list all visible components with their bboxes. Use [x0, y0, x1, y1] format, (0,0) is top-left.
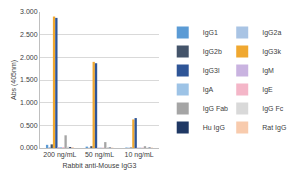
svg-text:IgG2b: IgG2b — [203, 48, 222, 56]
svg-text:IgM: IgM — [262, 67, 274, 75]
svg-text:0.000: 0.000 — [20, 144, 38, 151]
svg-text:IgG3k: IgG3k — [262, 48, 281, 56]
svg-text:Rat IgG: Rat IgG — [262, 124, 286, 132]
svg-text:1.000: 1.000 — [20, 99, 38, 106]
svg-text:Hu IgG: Hu IgG — [203, 124, 225, 132]
svg-text:10 ng/mL: 10 ng/mL — [125, 151, 154, 159]
svg-text:IgG1: IgG1 — [203, 29, 218, 37]
svg-text:IgG3l: IgG3l — [203, 67, 220, 75]
svg-text:50 ng/mL: 50 ng/mL — [85, 151, 114, 159]
svg-text:IgA: IgA — [203, 86, 214, 94]
svg-text:2.500: 2.500 — [20, 31, 38, 38]
svg-text:2.000: 2.000 — [20, 54, 38, 61]
svg-text:200 ng/mL: 200 ng/mL — [43, 151, 76, 159]
svg-text:3.000: 3.000 — [20, 8, 38, 15]
svg-text:1.500: 1.500 — [20, 76, 38, 83]
svg-text:IgG Fab: IgG Fab — [203, 105, 228, 113]
svg-text:IgG Fc: IgG Fc — [262, 105, 284, 113]
svg-text:0.500: 0.500 — [20, 122, 38, 129]
svg-text:IgE: IgE — [262, 86, 273, 94]
svg-text:IgG2a: IgG2a — [262, 29, 281, 37]
svg-text:Abs (405nm): Abs (405nm) — [10, 60, 18, 100]
svg-text:Rabbit anti-Mouse IgG3: Rabbit anti-Mouse IgG3 — [63, 162, 137, 170]
